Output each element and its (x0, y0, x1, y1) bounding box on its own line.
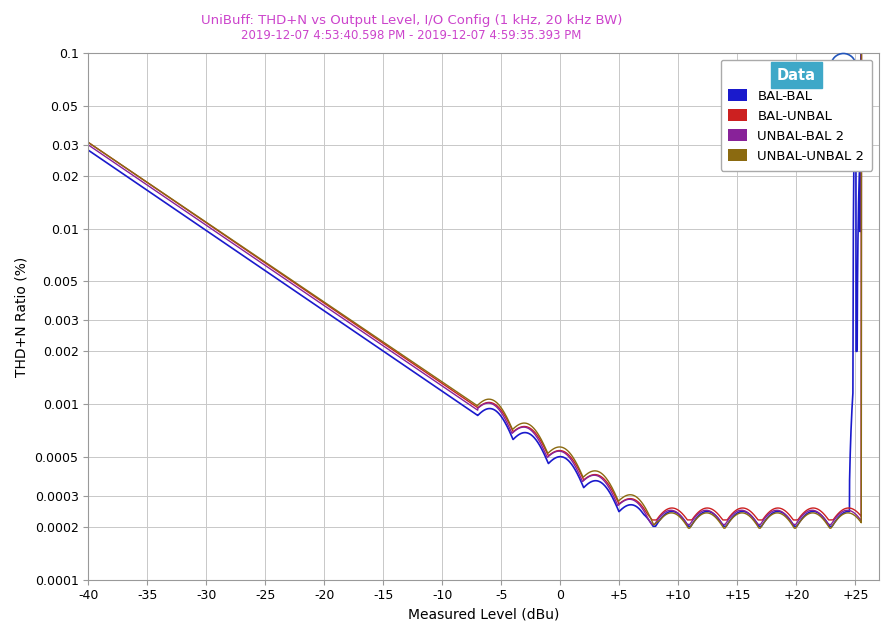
UNBAL-BAL 2 (646, 520, 657, 528)
BAL-UNBAL (385, 345, 396, 352)
UNBAL-UNBAL 2 (83, 139, 94, 147)
UNBAL-UNBAL 2 (597, 470, 608, 478)
Legend: BAL-BAL, BAL-UNBAL, UNBAL-BAL 2, UNBAL-UNBAL 2: BAL-BAL, BAL-UNBAL, UNBAL-BAL 2, UNBAL-U… (721, 60, 873, 171)
UNBAL-UNBAL 2 (557, 443, 568, 451)
Text: Ap: Ap (834, 59, 853, 73)
UNBAL-BAL 2 (733, 507, 744, 515)
UNBAL-UNBAL 2 (733, 510, 744, 517)
BAL-UNBAL (673, 506, 684, 514)
UNBAL-BAL 2 (597, 475, 608, 483)
BAL-BAL (648, 522, 659, 530)
BAL-UNBAL (647, 516, 658, 524)
UNBAL-UNBAL 2 (226, 236, 237, 243)
BAL-UNBAL (226, 236, 237, 244)
UNBAL-BAL 2 (385, 347, 396, 355)
Line: UNBAL-BAL 2: UNBAL-BAL 2 (89, 0, 879, 524)
UNBAL-UNBAL 2 (683, 524, 694, 532)
UNBAL-UNBAL 2 (385, 343, 396, 351)
Line: BAL-BAL: BAL-BAL (89, 0, 879, 526)
X-axis label: Measured Level (dBu): Measured Level (dBu) (408, 608, 560, 622)
Text: UniBuff: THD+N vs Output Level, I/O Config (1 kHz, 20 kHz BW): UniBuff: THD+N vs Output Level, I/O Conf… (200, 14, 622, 27)
UNBAL-BAL 2 (557, 448, 568, 455)
BAL-UNBAL (557, 447, 568, 455)
Text: 2019-12-07 4:53:40.598 PM - 2019-12-07 4:59:35.393 PM: 2019-12-07 4:53:40.598 PM - 2019-12-07 4… (241, 29, 581, 41)
BAL-BAL (673, 510, 684, 518)
BAL-BAL (557, 453, 568, 461)
BAL-UNBAL (597, 474, 608, 482)
BAL-UNBAL (83, 139, 94, 147)
BAL-BAL (733, 508, 744, 516)
UNBAL-BAL 2 (673, 510, 684, 517)
UNBAL-BAL 2 (83, 141, 94, 148)
Line: BAL-UNBAL: BAL-UNBAL (89, 0, 879, 520)
BAL-UNBAL (733, 505, 744, 513)
BAL-BAL (385, 352, 396, 360)
UNBAL-UNBAL 2 (673, 512, 684, 519)
BAL-BAL (83, 147, 94, 154)
UNBAL-BAL 2 (226, 239, 237, 247)
BAL-BAL (226, 244, 237, 252)
Line: UNBAL-UNBAL 2: UNBAL-UNBAL 2 (89, 0, 879, 528)
BAL-BAL (597, 480, 608, 487)
Y-axis label: THD+N Ratio (%): THD+N Ratio (%) (15, 256, 29, 376)
